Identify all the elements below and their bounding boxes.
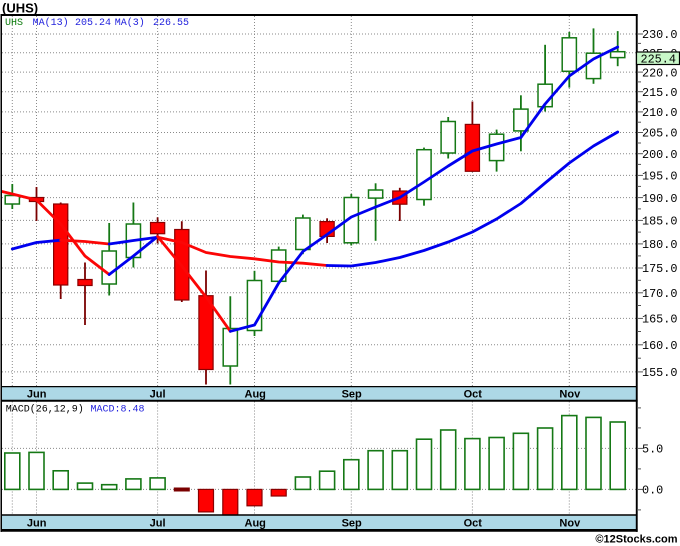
svg-text:155.0: 155.0 — [642, 366, 677, 380]
svg-text:MACD:8.48: MACD:8.48 — [91, 405, 145, 416]
svg-text:205.0: 205.0 — [642, 127, 677, 141]
svg-text:Jun: Jun — [27, 389, 47, 401]
svg-text:Jul: Jul — [150, 389, 166, 401]
svg-text:160.0: 160.0 — [642, 339, 677, 353]
svg-text:(UHS): (UHS) — [2, 0, 38, 15]
svg-text:195.0: 195.0 — [642, 170, 677, 184]
svg-text:175.0: 175.0 — [642, 262, 677, 276]
svg-text:165.0: 165.0 — [642, 313, 677, 327]
svg-text:190.0: 190.0 — [642, 192, 677, 206]
svg-text:Aug: Aug — [245, 518, 266, 530]
svg-text:220.0: 220.0 — [642, 66, 677, 80]
svg-text:230.0: 230.0 — [642, 28, 677, 42]
svg-text:215.0: 215.0 — [642, 86, 677, 100]
svg-text:MACD(26,12,9): MACD(26,12,9) — [6, 404, 84, 416]
svg-text:Nov: Nov — [559, 518, 581, 530]
svg-text:MA(13): MA(13) — [33, 17, 69, 29]
svg-text:UHS: UHS — [5, 18, 23, 29]
svg-text:205.24: 205.24 — [75, 18, 111, 29]
svg-text:185.0: 185.0 — [642, 215, 677, 229]
svg-text:5.0: 5.0 — [642, 443, 663, 457]
svg-text:210.0: 210.0 — [642, 106, 677, 120]
svg-text:Aug: Aug — [245, 389, 266, 401]
svg-text:©12Stocks.com: ©12Stocks.com — [595, 534, 677, 546]
svg-text:180.0: 180.0 — [642, 238, 677, 252]
svg-text:Oct: Oct — [464, 389, 483, 401]
svg-text:MA(3): MA(3) — [115, 17, 145, 29]
svg-text:Nov: Nov — [559, 389, 581, 401]
svg-text:Sep: Sep — [342, 389, 362, 401]
svg-text:0.0: 0.0 — [642, 484, 663, 498]
svg-text:Jul: Jul — [150, 518, 166, 530]
svg-text:170.0: 170.0 — [642, 287, 677, 301]
svg-text:Sep: Sep — [342, 518, 362, 530]
svg-text:Jun: Jun — [27, 518, 47, 530]
svg-text:226.55: 226.55 — [153, 18, 189, 29]
svg-text:Oct: Oct — [464, 518, 483, 530]
svg-text:225.4: 225.4 — [641, 52, 676, 66]
svg-text:200.0: 200.0 — [642, 148, 677, 162]
